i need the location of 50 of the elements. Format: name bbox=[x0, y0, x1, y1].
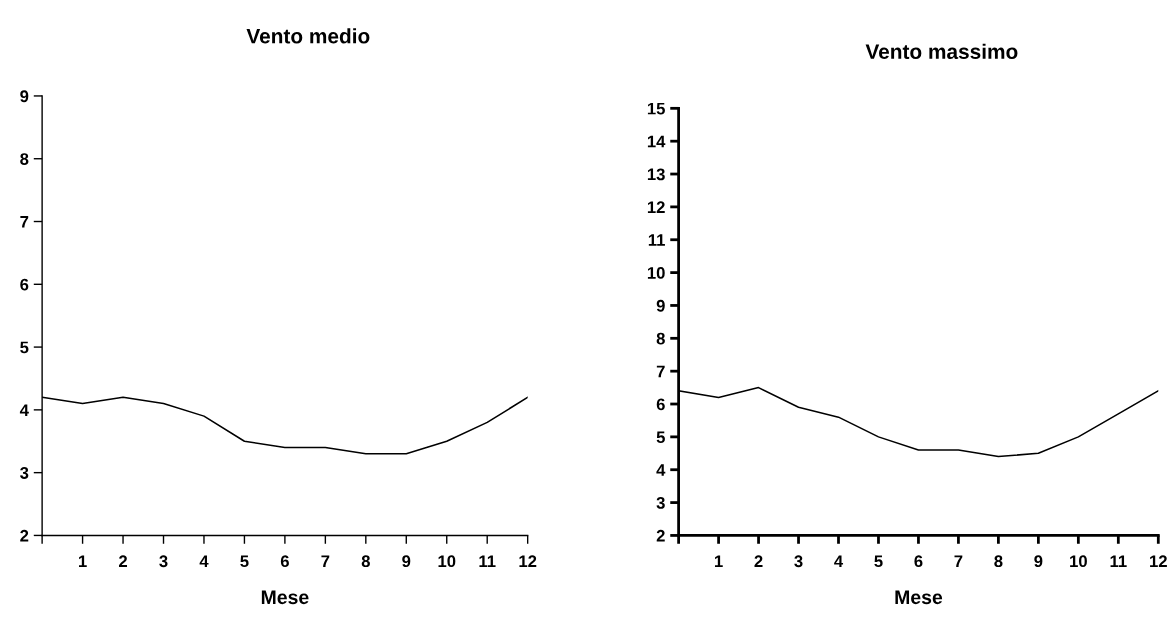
y-tick-label: 15 bbox=[647, 102, 665, 115]
y-tick-label: 3 bbox=[656, 496, 665, 509]
y-tick-label: 3 bbox=[20, 467, 29, 479]
x-axis-title: Mese bbox=[261, 590, 309, 605]
y-tick-label: 6 bbox=[656, 398, 665, 411]
y-tick-label: 2 bbox=[20, 529, 29, 542]
y-tick-label: 11 bbox=[648, 234, 665, 246]
x-tick-label: 1 bbox=[79, 555, 87, 567]
x-tick-label: 7 bbox=[954, 555, 963, 567]
y-tick-label: 5 bbox=[20, 341, 29, 354]
x-tick-label: 6 bbox=[914, 555, 923, 568]
y-tick-label: 4 bbox=[656, 464, 666, 476]
y-tick-label: 9 bbox=[20, 90, 29, 103]
x-tick-label: 9 bbox=[1034, 555, 1043, 568]
y-tick-label: 8 bbox=[20, 153, 29, 165]
x-tick-label: 5 bbox=[240, 555, 249, 568]
y-tick-label: 4 bbox=[19, 404, 29, 416]
chart-title: Vento medio bbox=[246, 28, 370, 44]
x-tick-label: 11 bbox=[479, 555, 496, 567]
y-tick-label: 7 bbox=[656, 365, 665, 378]
y-tick-label: 14 bbox=[647, 135, 666, 148]
y-tick-label: 7 bbox=[20, 216, 29, 228]
x-tick-label: 3 bbox=[794, 555, 803, 568]
x-tick-label: 10 bbox=[1070, 555, 1087, 568]
x-tick-label: 4 bbox=[834, 555, 844, 567]
x-tick-label: 12 bbox=[1150, 555, 1167, 567]
x-axis-title: Mese bbox=[895, 590, 943, 605]
chart-title: Vento massimo bbox=[865, 43, 1018, 60]
x-tick-label: 8 bbox=[994, 555, 1003, 568]
x-tick-label: 9 bbox=[402, 555, 411, 568]
y-tick-label: 8 bbox=[656, 332, 665, 345]
x-tick-label: 6 bbox=[280, 555, 289, 568]
x-tick-label: 2 bbox=[754, 555, 763, 567]
y-tick-label: 10 bbox=[647, 267, 665, 279]
x-tick-label: 1 bbox=[714, 555, 723, 567]
x-tick-label: 11 bbox=[1110, 555, 1127, 567]
y-tick-label: 12 bbox=[647, 201, 665, 213]
x-tick-label: 10 bbox=[438, 555, 456, 568]
x-tick-label: 8 bbox=[361, 555, 370, 568]
y-tick-label: 2 bbox=[656, 529, 665, 542]
y-tick-label: 9 bbox=[656, 299, 665, 312]
y-tick-label: 13 bbox=[647, 168, 665, 181]
x-tick-label: 7 bbox=[321, 555, 330, 567]
x-tick-label: 3 bbox=[159, 555, 168, 568]
x-tick-label: 5 bbox=[874, 555, 883, 568]
x-tick-label: 2 bbox=[118, 555, 128, 567]
x-tick-label: 4 bbox=[199, 555, 209, 567]
y-tick-label: 5 bbox=[656, 431, 665, 444]
y-tick-label: 6 bbox=[20, 278, 29, 291]
x-tick-label: 12 bbox=[519, 555, 537, 567]
